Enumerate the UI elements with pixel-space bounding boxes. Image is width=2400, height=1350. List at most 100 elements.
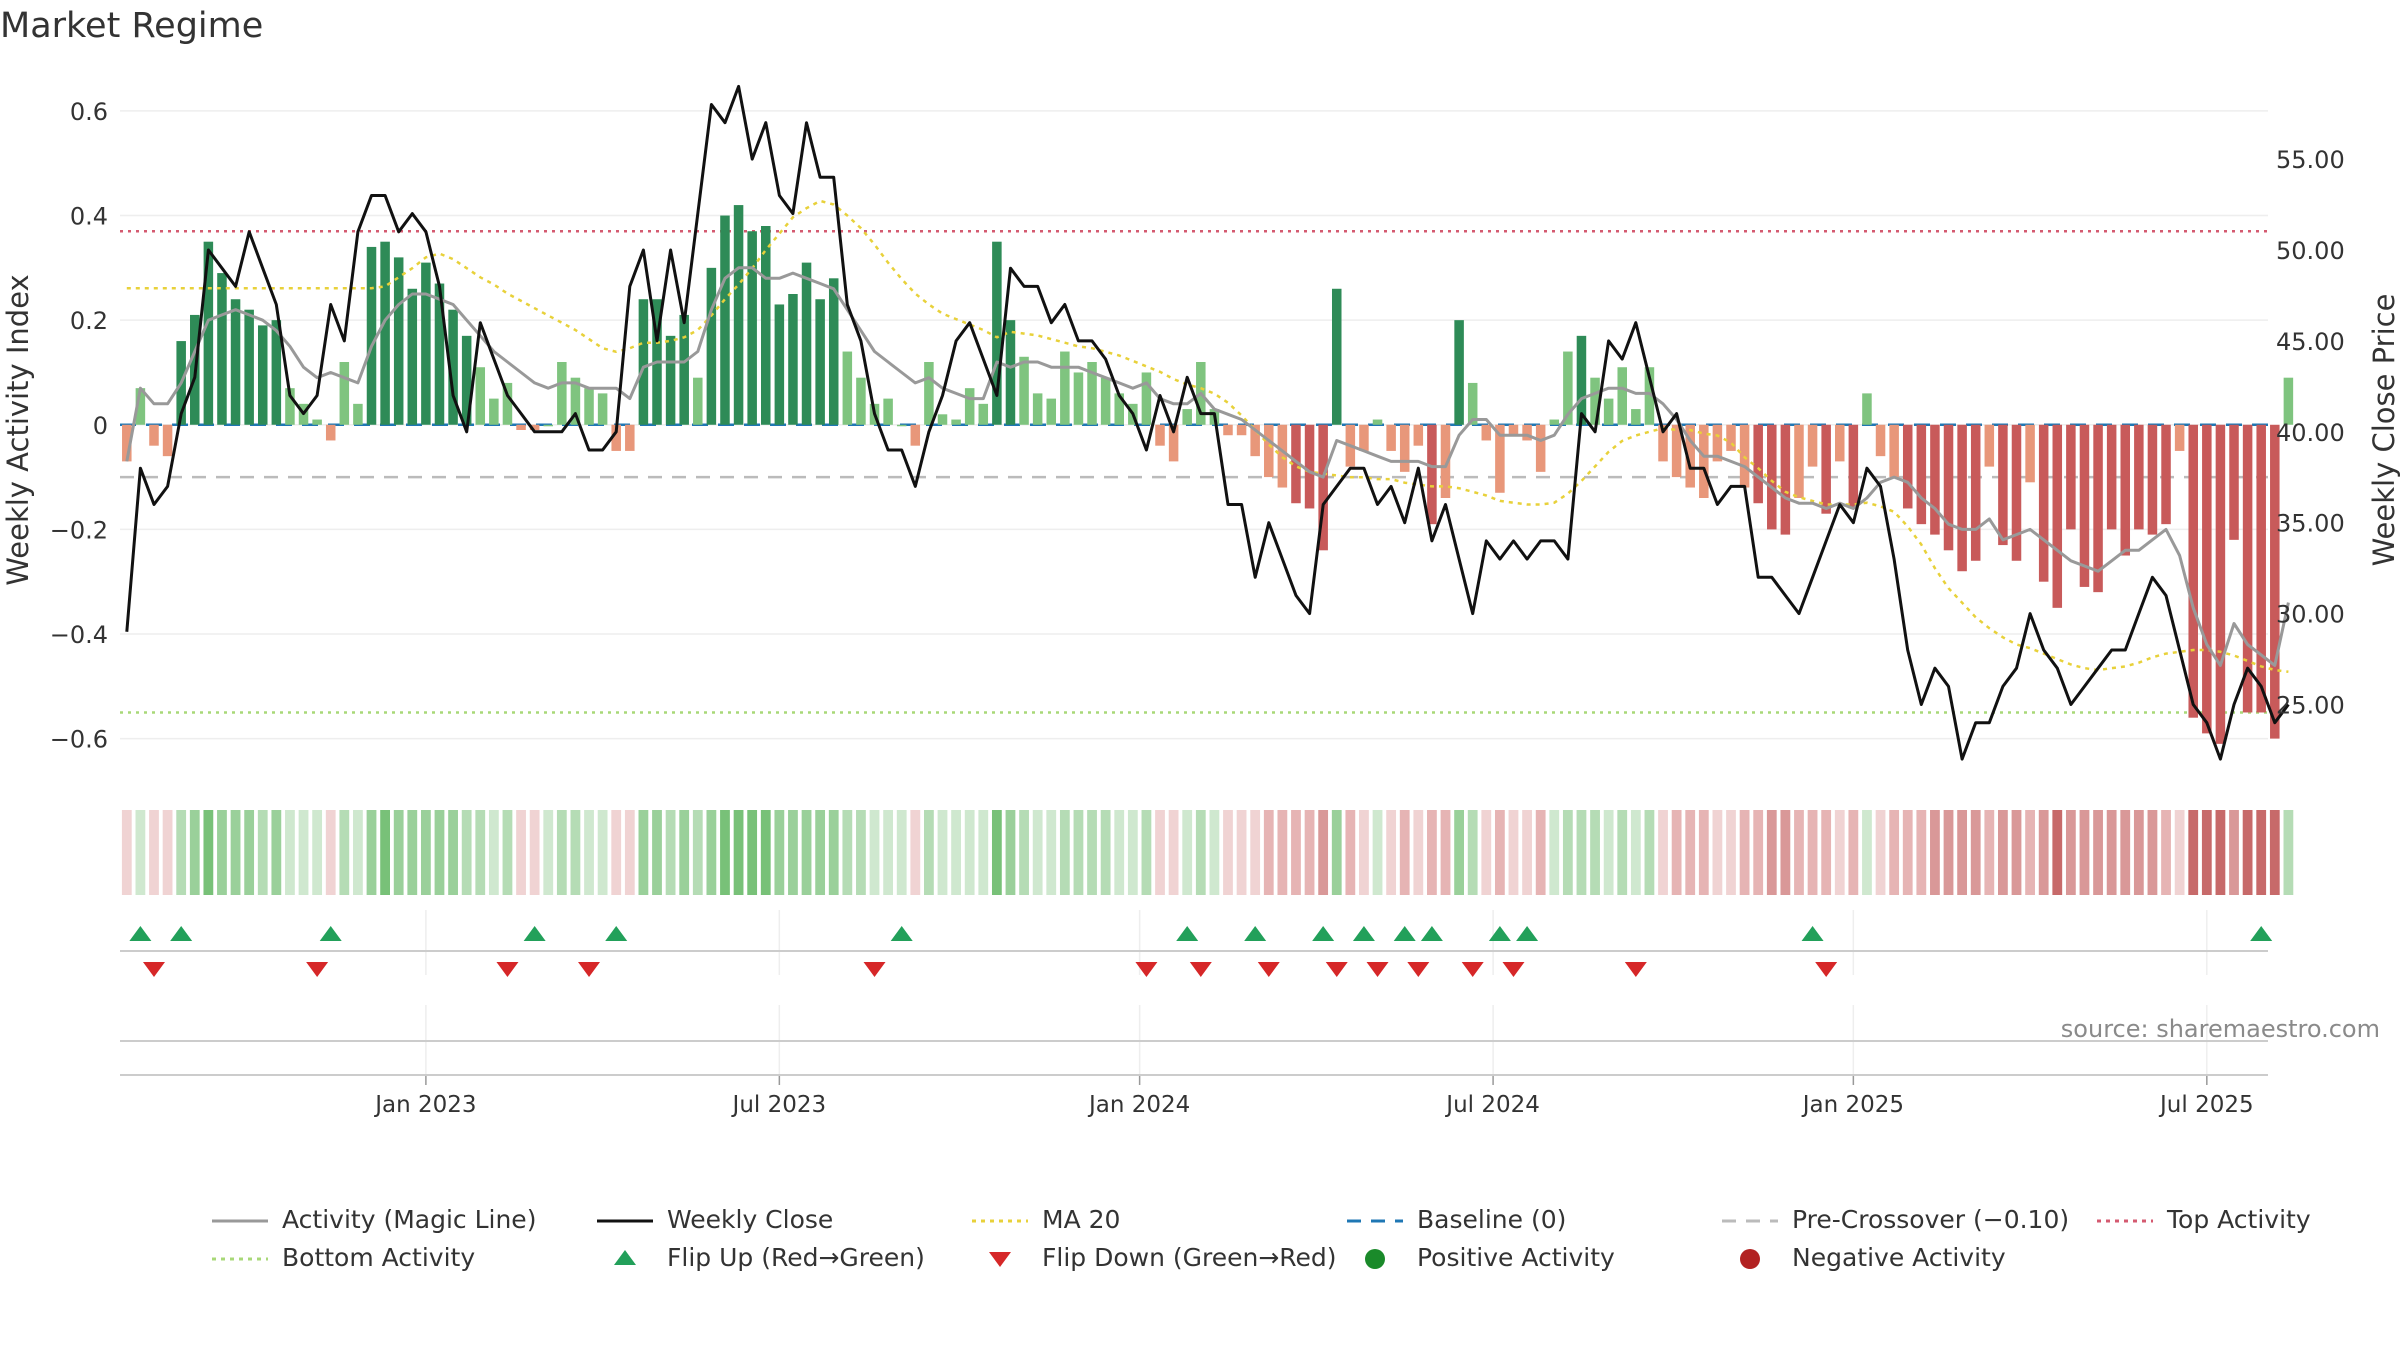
ribbon-cell [353,810,363,895]
ribbon-cell [584,810,594,895]
activity-bar [162,424,173,457]
activity-bar [1998,424,2008,546]
activity-bar [1753,424,1763,504]
activity-bar [2283,377,2294,425]
ribbon-cell [1440,810,1451,895]
ribbon-cell [1454,810,1464,895]
ribbon-cell [1603,810,1614,895]
ribbon-cell [624,810,635,895]
ribbon-cell [2161,810,2171,895]
activity-bar [380,241,390,425]
ribbon-cell [1739,810,1750,895]
activity-bar [1549,419,1560,425]
ribbon-cell [1794,810,1804,895]
ribbon-cell [2201,810,2212,895]
activity-bar [856,377,866,425]
ribbon-cell [1413,810,1424,895]
axis-ticks: 0.6 0.4 0.2 0 −0.2 −0.4 −0.6 55.00 50.00 45.00 40.… [50,98,2345,754]
legend-label: MA 20 [1042,1205,1121,1234]
ribbon-cell [312,810,323,895]
flip-down-marker [1189,962,1212,977]
activity-bar [992,241,1002,425]
legend-label: Negative Activity [1792,1243,2006,1272]
ribbon-cell [244,810,255,895]
ribbon-cell [665,810,676,895]
flip-down-marker [578,962,601,977]
flip-up-marker [1516,926,1539,941]
ribbon-cell [2011,810,2022,895]
ribbon-cell [529,810,540,895]
ribbon-cell [1712,810,1723,895]
x-tick-label: Jan 2025 [1801,1092,1904,1118]
ribbon-cell [1386,810,1397,895]
activity-bar [230,299,241,425]
ribbon-cell [1685,810,1696,895]
flip-up-marker [890,926,913,941]
ribbon-cell [2052,810,2063,895]
ribbon-cell [1576,810,1587,895]
activity-bar [203,241,214,425]
flip-down-marker [1325,962,1348,977]
activity-bar [1617,367,1627,425]
y-left-tick-label: −0.2 [50,516,108,544]
flip-up-marker [2250,926,2273,941]
activity-bar [964,388,975,425]
ribbon-cell [1766,810,1777,895]
activity-bar [1454,320,1464,425]
ribbon-cell [1617,810,1628,895]
ribbon-cell [2188,810,2199,895]
ribbon-cell [611,810,622,895]
ribbon-cell [1250,810,1261,895]
flip-down-marker [1502,962,1525,977]
activity-bar [1467,382,1478,425]
activity-bar [1155,424,1165,446]
activity-bar [271,320,282,425]
ribbon-cell [856,810,866,895]
ribbon-cell [1277,810,1288,895]
ribbon-cell [2133,810,2144,895]
flip-up-marker [1244,926,1267,941]
activity-bar [434,283,445,425]
ribbon-cell [991,810,1002,895]
ribbon-cell [1726,810,1736,895]
ribbon-cell [203,810,214,895]
flip-up-marker [605,926,628,941]
ribbon-cell [1209,810,1220,895]
ribbon-cell [652,810,662,895]
activity-bar [747,231,757,425]
y-axis-right-label: Weekly Close Price [2367,293,2400,567]
ribbon-cell [1780,810,1791,895]
activity-bar [570,377,581,425]
ribbon-cell [149,810,159,895]
activity-bar [2025,424,2035,483]
ribbon-cell [189,810,200,895]
activity-bar [2147,424,2158,535]
activity-bar [2229,424,2239,540]
ribbon-cell [692,810,703,895]
flip-up-marker [1801,926,1824,941]
ribbon-cell [1114,810,1125,895]
activity-bar [285,388,295,425]
ribbon-cell [1046,810,1057,895]
ribbon-cell [1263,810,1274,895]
ribbon-cell [271,810,282,895]
activity-bar [2052,424,2063,608]
ribbon-cell [2147,810,2158,895]
flip-up-marker [523,926,546,941]
activity-bar [543,424,553,427]
ribbon-cell [1223,810,1233,895]
activity-bar [679,314,689,425]
flip-down-marker [1461,962,1484,977]
activity-bar [1019,356,1029,425]
ribbon-cell [2106,810,2117,895]
ribbon-cell [1100,810,1111,895]
activity-bar [978,403,989,425]
activity-bar [2256,424,2266,713]
ribbon-cell [1019,810,1029,895]
activity-bar [693,377,703,425]
y-left-tick-label: 0.2 [70,307,108,335]
activity-bar [557,362,567,425]
ribbon-cell [1318,810,1329,895]
y-left-tick-label: 0 [93,412,108,440]
x-axis: Jan 2023 Jul 2023 Jan 2024 Jul 2024 Jan 2025… [120,1040,2268,1118]
